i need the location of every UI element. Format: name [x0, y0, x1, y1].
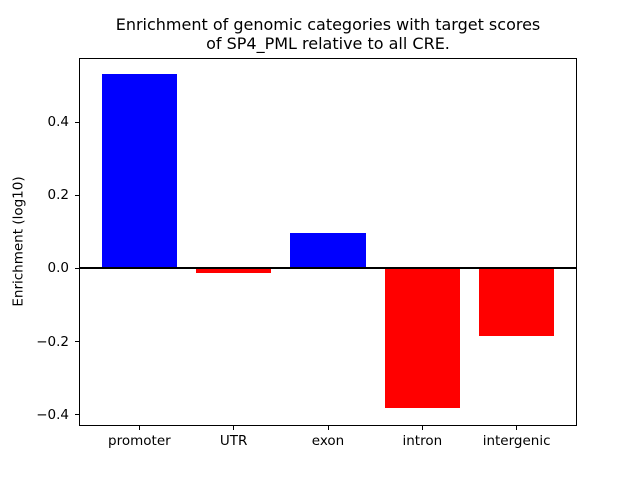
y-tick-label: 0.2 [47, 187, 69, 204]
bar-intron [384, 268, 461, 409]
x-tick-label-exon: exon [311, 433, 345, 449]
x-tick-mark [138, 426, 140, 430]
x-tick-label-promoter: promoter [108, 433, 171, 449]
chart-title-line1: Enrichment of genomic categories with ta… [115, 15, 541, 34]
y-axis-label: Enrichment (log10) [10, 176, 27, 307]
y-tick-mark [75, 194, 79, 196]
y-tick-label: 0.4 [47, 114, 69, 131]
x-tick-label-intergenic: intergenic [482, 433, 551, 449]
zero-line [79, 267, 577, 270]
bar-promoter [101, 74, 178, 269]
y-tick-label: −0.4 [36, 406, 69, 423]
bar-UTR [195, 268, 272, 274]
x-tick-mark [421, 426, 423, 430]
x-tick-mark [516, 426, 518, 430]
x-tick-label-intron: intron [402, 433, 443, 449]
y-tick-label: −0.2 [36, 333, 69, 350]
chart-title-line2: of SP4_PML relative to all CRE. [206, 34, 450, 53]
y-tick-mark [75, 341, 79, 343]
y-tick-mark [75, 121, 79, 123]
y-tick-mark [75, 414, 79, 416]
x-tick-label-UTR: UTR [219, 433, 248, 449]
chart-title: Enrichment of genomic categories with ta… [79, 15, 577, 53]
x-tick-mark [233, 426, 235, 430]
x-tick-mark [327, 426, 329, 430]
bar-intergenic [478, 268, 555, 337]
y-tick-label: 0.0 [47, 260, 69, 277]
y-tick-mark [75, 267, 79, 269]
bar-exon [290, 233, 366, 269]
